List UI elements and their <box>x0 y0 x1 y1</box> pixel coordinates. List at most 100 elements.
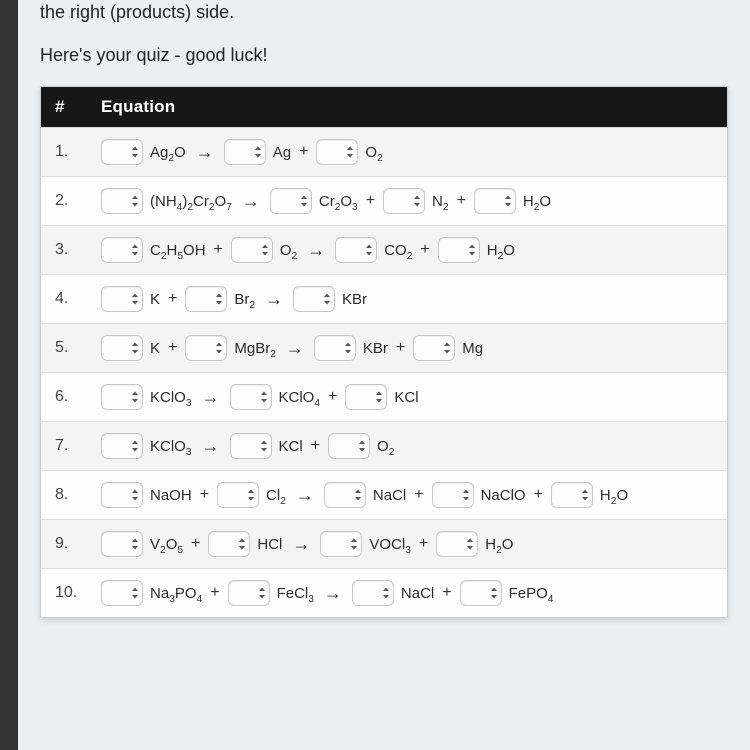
chemical-formula: H2O <box>487 242 515 259</box>
stepper-arrows-icon <box>346 145 354 159</box>
coefficient-stepper[interactable] <box>101 433 143 459</box>
chemical-formula: KBr <box>342 291 367 308</box>
coefficient-stepper[interactable] <box>436 531 478 557</box>
chemical-formula: CO2 <box>384 242 412 259</box>
plus-sign: + <box>442 584 451 602</box>
reaction-arrow: → <box>202 436 220 457</box>
plus-sign: + <box>200 486 209 504</box>
stepper-arrows-icon <box>468 243 476 257</box>
plus-sign: + <box>168 339 177 357</box>
coefficient-stepper[interactable] <box>335 237 377 263</box>
stepper-arrows-icon <box>358 439 366 453</box>
stepper-arrows-icon <box>247 488 255 502</box>
stepper-arrows-icon <box>131 194 139 208</box>
stepper-arrows-icon <box>131 537 139 551</box>
stepper-arrows-icon <box>323 292 331 306</box>
table-row: 9.V2O5+HCl→VOCl3+H2O <box>41 519 727 568</box>
coefficient-stepper[interactable] <box>314 335 356 361</box>
chemical-formula: NaOH <box>150 487 192 504</box>
coefficient-stepper[interactable] <box>432 482 474 508</box>
plus-sign: + <box>366 192 375 210</box>
coefficient-stepper[interactable] <box>101 482 143 508</box>
coefficient-stepper[interactable] <box>101 286 143 312</box>
chemical-formula: KClO3 <box>150 389 192 406</box>
plus-sign: + <box>396 339 405 357</box>
coefficient-stepper[interactable] <box>224 139 266 165</box>
coefficient-stepper[interactable] <box>328 433 370 459</box>
plus-sign: + <box>311 437 320 455</box>
equations-table: # Equation 1.Ag2O→Ag+O22.(NH4)2Cr2O7→Cr2… <box>40 86 728 618</box>
chemical-formula: Ag2O <box>150 144 186 161</box>
coefficient-stepper[interactable] <box>413 335 455 361</box>
chemical-formula: K <box>150 291 160 308</box>
plus-sign: + <box>420 241 429 259</box>
stepper-arrows-icon <box>215 341 223 355</box>
coefficient-stepper[interactable] <box>101 139 143 165</box>
equation: (NH4)2Cr2O7→Cr2O3+N2+H2O <box>101 188 553 214</box>
table-header: # Equation <box>41 87 727 127</box>
plus-sign: + <box>419 535 428 553</box>
stepper-arrows-icon <box>238 537 246 551</box>
chemical-formula: V2O5 <box>150 536 183 553</box>
reaction-arrow: → <box>307 240 325 261</box>
coefficient-stepper[interactable] <box>101 531 143 557</box>
table-row: 1.Ag2O→Ag+O2 <box>41 127 727 176</box>
coefficient-stepper[interactable] <box>474 188 516 214</box>
stepper-arrows-icon <box>365 243 373 257</box>
coefficient-stepper[interactable] <box>101 384 143 410</box>
coefficient-stepper[interactable] <box>383 188 425 214</box>
table-row: 10.Na3PO4+FeCl3→NaCl+FePO4 <box>41 568 727 617</box>
coefficient-stepper[interactable] <box>217 482 259 508</box>
reaction-arrow: → <box>296 485 314 506</box>
equation: K+Br2→KBr <box>101 286 369 312</box>
coefficient-stepper[interactable] <box>101 335 143 361</box>
chemical-formula: NaCl <box>373 487 406 504</box>
stepper-arrows-icon <box>131 145 139 159</box>
coefficient-stepper[interactable] <box>345 384 387 410</box>
chemical-formula: Cl2 <box>266 487 286 504</box>
reaction-arrow: → <box>202 387 220 408</box>
coefficient-stepper[interactable] <box>460 580 502 606</box>
plus-sign: + <box>457 192 466 210</box>
stepper-arrows-icon <box>131 341 139 355</box>
coefficient-stepper[interactable] <box>230 433 272 459</box>
chemical-formula: KClO3 <box>150 438 192 455</box>
equation: NaOH+Cl2→NaCl+NaClO+H2O <box>101 482 630 508</box>
coefficient-stepper[interactable] <box>270 188 312 214</box>
stepper-arrows-icon <box>131 488 139 502</box>
coefficient-stepper[interactable] <box>438 237 480 263</box>
stepper-arrows-icon <box>260 439 268 453</box>
coefficient-stepper[interactable] <box>230 384 272 410</box>
stepper-arrows-icon <box>131 243 139 257</box>
row-number: 9. <box>55 535 101 553</box>
coefficient-stepper[interactable] <box>231 237 273 263</box>
reaction-arrow: → <box>324 583 342 604</box>
coefficient-stepper[interactable] <box>101 237 143 263</box>
stepper-arrows-icon <box>131 586 139 600</box>
coefficient-stepper[interactable] <box>324 482 366 508</box>
equation: K+MgBr2→KBr+Mg <box>101 335 485 361</box>
coefficient-stepper[interactable] <box>352 580 394 606</box>
chemical-formula: Mg <box>462 340 483 357</box>
coefficient-stepper[interactable] <box>185 286 227 312</box>
stepper-arrows-icon <box>354 488 362 502</box>
plus-sign: + <box>328 388 337 406</box>
coefficient-stepper[interactable] <box>101 188 143 214</box>
coefficient-stepper[interactable] <box>228 580 270 606</box>
equation: C2H5OH+O2→CO2+H2O <box>101 237 517 263</box>
reaction-arrow: → <box>242 191 260 212</box>
coefficient-stepper[interactable] <box>293 286 335 312</box>
coefficient-stepper[interactable] <box>208 531 250 557</box>
chemical-formula: NaCl <box>401 585 434 602</box>
chemical-formula: Br2 <box>234 291 255 308</box>
coefficient-stepper[interactable] <box>551 482 593 508</box>
stepper-arrows-icon <box>413 194 421 208</box>
coefficient-stepper[interactable] <box>101 580 143 606</box>
stepper-arrows-icon <box>260 390 268 404</box>
coefficient-stepper[interactable] <box>320 531 362 557</box>
stepper-arrows-icon <box>131 439 139 453</box>
coefficient-stepper[interactable] <box>316 139 358 165</box>
coefficient-stepper[interactable] <box>185 335 227 361</box>
table-row: 7.KClO3→KCl+O2 <box>41 421 727 470</box>
stepper-arrows-icon <box>350 537 358 551</box>
